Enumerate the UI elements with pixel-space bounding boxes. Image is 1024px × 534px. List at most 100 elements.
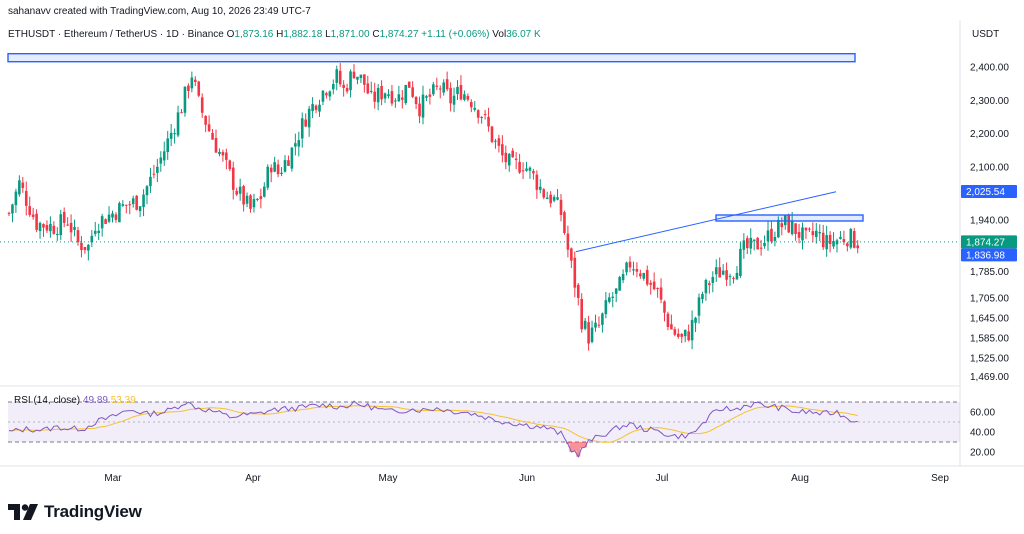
candle-body [463,94,466,100]
tradingview-logo[interactable]: TradingView [8,502,142,522]
candle-body [625,262,628,273]
rsi-legend: RSI (14, close) 49.89 53.39 [14,395,136,406]
candle-body [549,194,552,204]
candle-body [245,195,249,204]
candle-body [801,227,804,241]
time-tick-label-5: Aug [791,473,809,484]
price-tick-label-10: 1,469.00 [970,372,1009,383]
candle-body [7,212,11,214]
symbol-title[interactable]: ETHUSDT · Ethereum / TetherUS · 1D · Bin… [8,29,224,40]
candle-body [280,172,283,175]
candle-body [325,93,328,96]
candle-body [590,327,594,342]
candle-body [680,333,684,337]
candle-body [518,161,521,173]
candle-body [559,199,563,215]
candle-body [608,297,611,302]
candle-body [376,87,380,103]
price-tick-label-6: 1,705.00 [970,294,1009,305]
candle-body [238,186,242,194]
candle-body [276,164,280,175]
candle-body [476,110,480,118]
candle-body [852,231,856,248]
candle-body [187,85,190,92]
candle-body [759,247,763,249]
candle-body [135,195,138,210]
candle-body [266,166,270,188]
candle-body [611,296,615,298]
candle-body [221,151,225,156]
candle-body [345,88,349,92]
candle-body [649,282,652,285]
candle-body [749,237,753,249]
candle-body [542,189,546,198]
candle-body [594,322,597,328]
candle-body [570,248,573,261]
time-tick-label-4: Jul [656,473,669,484]
candle-body [480,116,483,118]
candle-body [90,235,94,243]
candle-body [728,276,732,278]
candle-body [307,108,311,128]
candle-body [156,166,159,173]
candle-body [45,225,49,231]
price-tag-1 [961,235,1017,249]
candle-body [656,287,659,289]
candle-body [628,261,632,268]
chart-credit: sahanavv created with TradingView.com, A… [8,6,311,17]
candle-body [304,119,307,127]
candle-body [62,211,66,223]
candle-body [56,233,59,235]
candle-body [83,247,87,251]
candle-body [59,214,63,236]
candle-body [200,97,204,113]
price-tag-label-1: 1,874.27 [966,237,1005,248]
rsi-axis-label-1: 40.00 [970,428,995,439]
candle-body [697,297,701,316]
candle-body [694,317,697,323]
candle-body [290,147,294,169]
candle-body [770,228,773,242]
candle-body [259,196,263,200]
candle-body [635,268,639,272]
candle-body [701,293,704,300]
candle-body [100,216,104,229]
candle-body [456,86,459,95]
candle-body [332,84,335,90]
candle-body [287,160,290,166]
candle-body [601,313,604,325]
candles [7,63,859,351]
candle-body [118,203,121,223]
candle-body [252,199,256,208]
candle-body [256,198,259,200]
currency-label[interactable]: USDT [972,29,1000,40]
candle-body [421,94,425,118]
candle-body [576,284,580,298]
candle-body [659,287,663,300]
candle-body [483,113,487,115]
candle-body [583,320,587,329]
candle-body [735,272,739,280]
tradingview-logo-text: TradingView [44,502,142,521]
candle-body [507,153,511,166]
candle-body [604,300,608,315]
candle-body [14,191,18,206]
candle-body [180,112,183,114]
candle-body [166,138,169,153]
candle-body [652,281,656,290]
candle-body [394,100,397,102]
candle-body [35,213,38,230]
candle-body [739,248,742,276]
low-value: 1,871.00 [330,29,370,40]
candle-body [318,104,321,112]
candle-body [131,198,135,205]
candle-body [642,273,646,279]
candle-body [11,204,14,214]
candle-body [231,167,235,190]
candle-body [404,84,408,104]
candle-body [452,95,456,105]
candle-body [535,174,539,190]
rsi-title[interactable]: RSI (14, close) [14,395,81,406]
rsi-axis-label-2: 20.00 [970,448,995,459]
